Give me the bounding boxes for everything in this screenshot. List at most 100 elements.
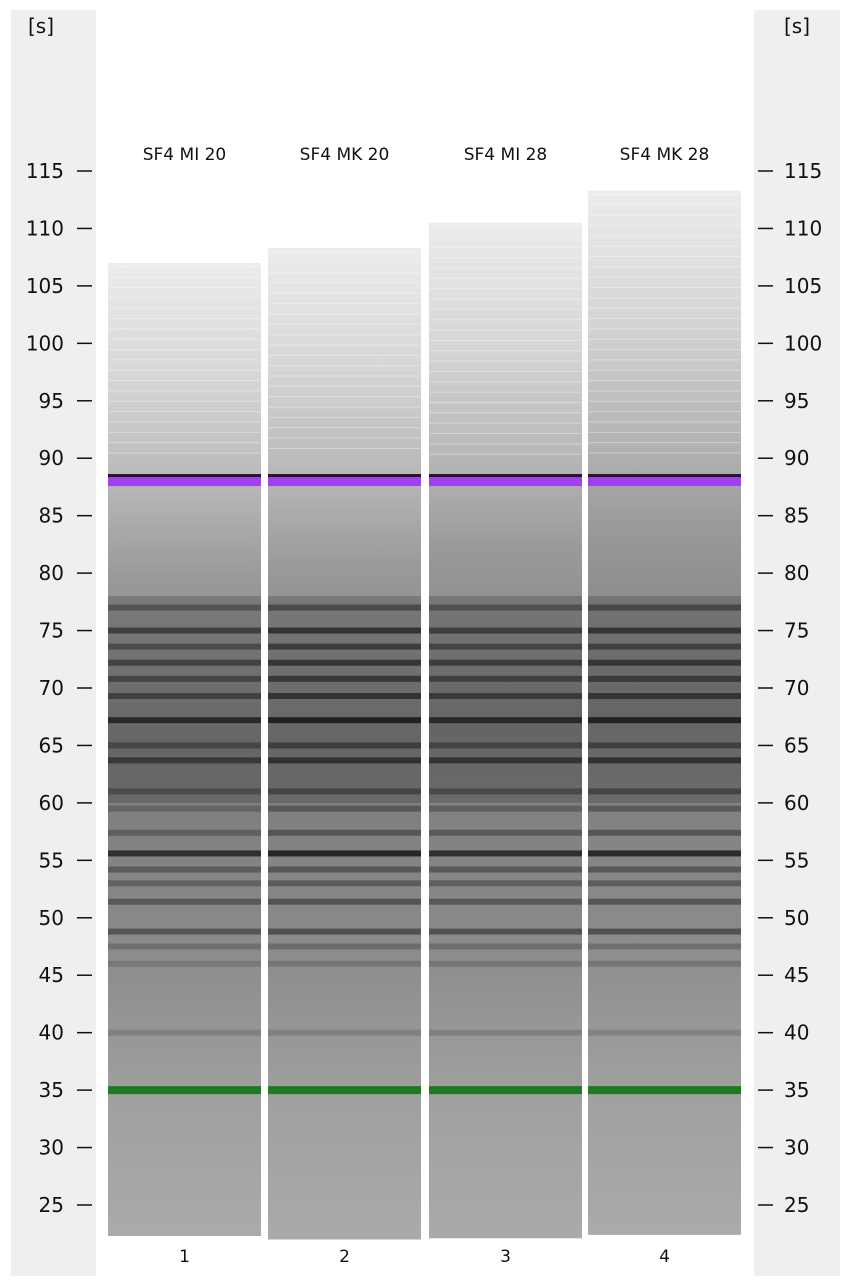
lane-band: [268, 757, 421, 764]
right-axis-panel: [754, 10, 840, 1276]
lane-smear-line: [108, 297, 261, 299]
lane-smear-line: [429, 453, 582, 455]
lane-band: [429, 850, 582, 857]
lane-smear-line: [429, 370, 582, 372]
lane-smear-line: [429, 329, 582, 331]
lane-number: 1: [179, 1247, 190, 1267]
right-axis-tick-label: 30: [784, 1136, 809, 1160]
lane-smear-line: [588, 390, 741, 392]
lane-band: [108, 960, 261, 967]
lane-smear-line: [108, 411, 261, 413]
lane-band: [429, 1029, 582, 1036]
lane-band: [429, 866, 582, 873]
lane-band: [108, 866, 261, 873]
lane-band: [268, 675, 421, 682]
lane-background: [588, 190, 741, 1235]
lane-dense-region: [108, 596, 261, 803]
lane-band: [108, 898, 261, 905]
lane-label: SF4 MK 28: [620, 145, 710, 165]
lane-band: [588, 829, 741, 836]
lane-smear-line: [108, 338, 261, 340]
lane-band: [268, 943, 421, 950]
left-axis-tick-label: 45: [39, 963, 64, 987]
lane-smear-line: [429, 401, 582, 403]
lane-smear-line: [429, 422, 582, 424]
lane-band: [588, 757, 741, 764]
lane-band: [268, 866, 421, 873]
lane-band: [429, 805, 582, 812]
lane-band: [429, 898, 582, 905]
lane-smear-line: [268, 334, 421, 336]
lower-marker-band: [588, 1086, 741, 1095]
lane-band: [429, 880, 582, 887]
lane-band: [268, 604, 421, 611]
lane-smear-line: [588, 328, 741, 330]
upper-marker-shadow: [429, 474, 582, 479]
lane-3: [429, 222, 582, 1239]
lane-smear-line: [108, 369, 261, 371]
upper-marker-shadow: [268, 474, 421, 479]
lane-smear-line: [108, 390, 261, 392]
lane-band: [588, 627, 741, 634]
left-axis-tick-label: 70: [39, 676, 64, 700]
lane-band: [429, 960, 582, 967]
lower-marker-band: [268, 1086, 421, 1095]
lane-smear-line: [588, 214, 741, 216]
lane-band: [429, 928, 582, 935]
lane-smear-line: [108, 328, 261, 330]
lane-smear-line: [429, 443, 582, 445]
lane-band: [108, 643, 261, 650]
right-axis-tick-label: 105: [784, 274, 822, 298]
right-axis-tick-label: 95: [784, 389, 809, 413]
lane-number: 2: [339, 1247, 350, 1267]
lane-smear-line: [108, 318, 261, 320]
upper-marker-band: [108, 477, 261, 487]
left-axis-tick-label: 25: [39, 1193, 64, 1217]
upper-marker-band: [429, 477, 582, 487]
lane-band: [588, 898, 741, 905]
lane-band: [108, 928, 261, 935]
lane-band: [588, 866, 741, 873]
lane-band: [588, 693, 741, 700]
upper-marker-shadow: [108, 474, 261, 479]
lane-band: [429, 742, 582, 749]
lane-smear-line: [108, 349, 261, 351]
lane-smear-line: [268, 282, 421, 284]
lane-smear-line: [268, 406, 421, 408]
lane-smear-line: [588, 256, 741, 258]
left-axis-tick-label: 30: [39, 1136, 64, 1160]
lane-band: [588, 675, 741, 682]
lane-smear-line: [588, 204, 741, 206]
lower-marker-band: [108, 1086, 261, 1095]
lane-smear-line: [268, 365, 421, 367]
lane-band: [108, 850, 261, 857]
lane-band: [429, 717, 582, 724]
lane-band: [429, 659, 582, 666]
lane-smear-line: [108, 400, 261, 402]
lane-smear-line: [588, 349, 741, 351]
lane-band: [429, 627, 582, 634]
lane-band: [268, 880, 421, 887]
left-axis-tick-label: 110: [26, 216, 64, 240]
lane-band: [429, 643, 582, 650]
left-axis-tick-label: 60: [39, 791, 64, 815]
lane-smear-line: [268, 416, 421, 418]
lane-band: [108, 1029, 261, 1036]
right-axis-unit-label: [s]: [784, 14, 811, 38]
lane-smear-line: [429, 298, 582, 300]
lane-smear-line: [429, 236, 582, 238]
right-axis-tick-label: 35: [784, 1078, 809, 1102]
lane-band: [429, 757, 582, 764]
lane-band: [268, 898, 421, 905]
lane-smear-line: [108, 442, 261, 444]
lane-smear-line: [108, 421, 261, 423]
lane-band: [588, 643, 741, 650]
lane-smear-line: [588, 297, 741, 299]
lane-band: [588, 659, 741, 666]
lane-band: [268, 829, 421, 836]
right-axis-tick-label: 110: [784, 216, 822, 240]
lane-smear-line: [429, 350, 582, 352]
lane-smear-line: [429, 381, 582, 383]
lower-marker-band: [429, 1086, 582, 1095]
